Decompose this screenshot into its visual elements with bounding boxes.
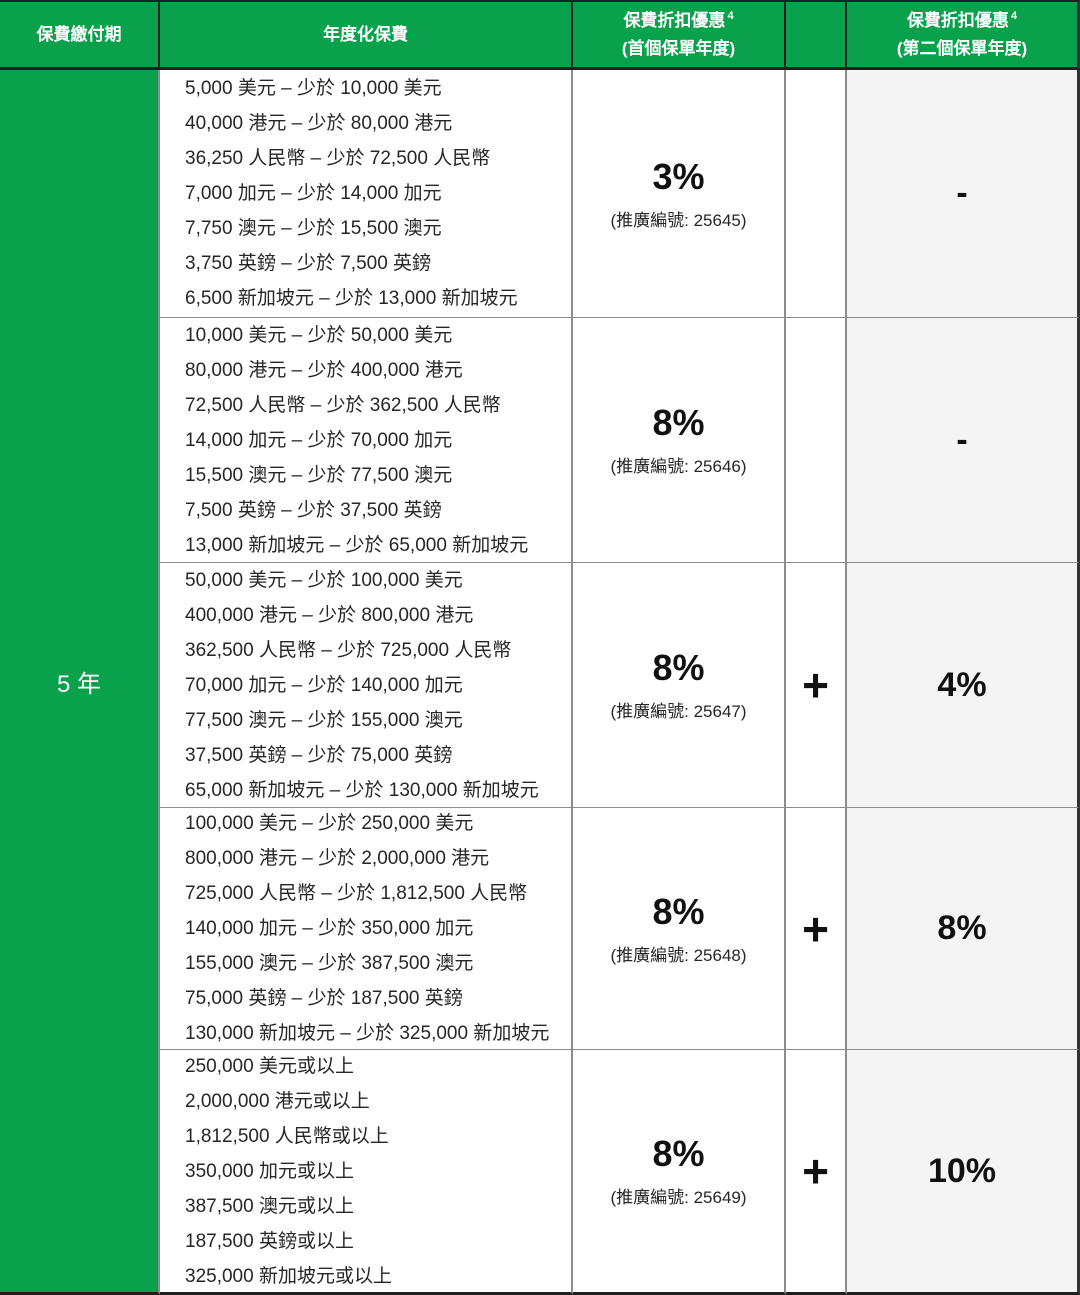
first-year-discount-cell: 8% (推廣編號: 25648) <box>573 808 786 1050</box>
header-payment-period: 保費繳付期 <box>0 0 160 70</box>
premium-range-cell: 5,000 美元 – 少於 10,000 美元 40,000 港元 – 少於 8… <box>160 70 573 318</box>
header-first-year-discount-title: 保費折扣優惠 4 <box>623 9 734 30</box>
first-year-discount-cell: 8% (推廣編號: 25646) <box>573 318 786 563</box>
header-first-year-discount-subtitle: (首個保單年度) <box>621 38 736 58</box>
header-second-year-discount-subtitle: (第二個保單年度) <box>896 38 1028 58</box>
second-year-discount-cell: - <box>847 70 1080 318</box>
promo-code-label: (推廣編號: 25646) <box>610 457 747 476</box>
premium-range-cell: 10,000 美元 – 少於 50,000 美元 80,000 港元 – 少於 … <box>160 318 573 563</box>
footnote-4-marker: 4 <box>1010 9 1018 22</box>
plus-sign-cell <box>786 318 847 563</box>
footnote-4-marker: 4 <box>727 9 734 22</box>
promo-code-label: (推廣編號: 25649) <box>610 1188 747 1207</box>
header-second-year-discount: 保費折扣優惠 4 (第二個保單年度) <box>847 0 1080 70</box>
plus-sign-cell: + <box>786 563 847 808</box>
second-year-discount-cell: 8% <box>847 808 1080 1050</box>
plus-sign-cell: + <box>786 1050 847 1295</box>
plus-sign-cell: + <box>786 808 847 1050</box>
promo-code-label: (推廣編號: 25647) <box>610 702 747 721</box>
premium-range-cell: 50,000 美元 – 少於 100,000 美元 400,000 港元 – 少… <box>160 563 573 808</box>
premium-range-cell: 250,000 美元或以上 2,000,000 港元或以上 1,812,500 … <box>160 1050 573 1295</box>
second-year-discount-cell: 10% <box>847 1050 1080 1295</box>
header-annualized-premium: 年度化保費 <box>160 0 573 70</box>
header-second-year-discount-title: 保費折扣優惠 4 <box>906 9 1018 30</box>
discount-percentage: 8% <box>652 402 705 443</box>
discount-percentage: 8% <box>652 1133 705 1174</box>
premium-range-cell: 100,000 美元 – 少於 250,000 美元 800,000 港元 – … <box>160 808 573 1050</box>
discount-percentage: 8% <box>652 890 705 932</box>
header-first-year-discount: 保費折扣優惠 4 (首個保單年度) <box>573 0 786 70</box>
first-year-discount-cell: 3% (推廣編號: 25645) <box>573 70 786 318</box>
second-year-discount-cell: - <box>847 318 1080 563</box>
discount-percentage: 3% <box>652 155 705 197</box>
first-year-discount-cell: 8% (推廣編號: 25647) <box>573 563 786 808</box>
second-year-discount-cell: 4% <box>847 563 1080 808</box>
plus-sign-cell <box>786 70 847 318</box>
promo-code-label: (推廣編號: 25645) <box>610 210 747 230</box>
payment-period-value-cell: 5 年 <box>0 70 160 1295</box>
promo-code-label: (推廣編號: 25648) <box>610 945 747 965</box>
header-plus-spacer <box>786 0 847 70</box>
first-year-discount-cell: 8% (推廣編號: 25649) <box>573 1050 786 1295</box>
discount-percentage: 8% <box>652 647 705 688</box>
